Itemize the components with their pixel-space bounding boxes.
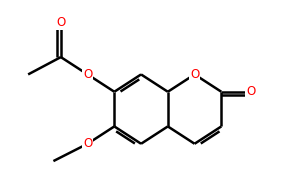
Text: O: O: [83, 137, 92, 150]
Text: O: O: [83, 68, 92, 81]
Text: O: O: [246, 85, 256, 98]
Text: O: O: [56, 16, 65, 29]
Text: O: O: [190, 68, 199, 81]
